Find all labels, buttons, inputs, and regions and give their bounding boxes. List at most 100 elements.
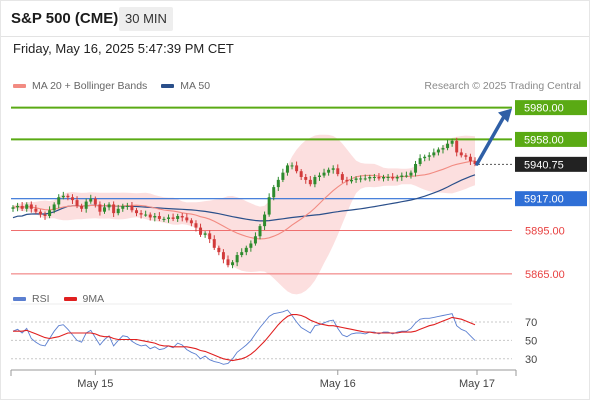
candle-up (317, 175, 321, 177)
candle-up (263, 214, 267, 227)
candle-down (139, 213, 143, 215)
x-axis: May 15 May 16 May 17 (10, 369, 517, 390)
resistance-box (515, 131, 587, 147)
ma20-legend-label: MA 20 + Bollinger Bands (32, 80, 148, 92)
candle-down (93, 198, 97, 205)
candle-up (432, 152, 436, 156)
candle-up (57, 197, 61, 205)
x-tick-label: May 17 (459, 378, 495, 390)
candle-up (418, 158, 422, 164)
candle-up (313, 176, 317, 185)
candle-down (34, 208, 38, 212)
candle-up (235, 255, 239, 263)
rsi-swatch (13, 297, 26, 301)
candle-down (20, 205, 24, 209)
candle-up (331, 168, 335, 170)
candles (11, 137, 477, 269)
candle-up (386, 176, 390, 178)
candle-down (340, 174, 344, 180)
current-price-box (515, 156, 587, 172)
candle-up (349, 179, 353, 182)
ma50-swatch (161, 84, 175, 88)
candle-down (212, 239, 216, 248)
candle-down (464, 155, 468, 157)
timeframe-badge[interactable]: 30 MIN (119, 7, 173, 31)
candle-up (48, 210, 52, 217)
candle-up (240, 252, 244, 256)
candle-down (345, 179, 349, 182)
rsi-ma9-line (13, 314, 476, 362)
candle-up (272, 187, 276, 198)
candle-down (208, 233, 212, 240)
candle-up (125, 205, 129, 207)
candle-up (203, 233, 207, 235)
candle-down (308, 179, 312, 185)
forecast-arrow (475, 108, 512, 166)
candle-down (455, 140, 459, 153)
instrument-title: S&P 500 (CME) (11, 10, 119, 27)
candle-up (276, 179, 280, 188)
candle-down (135, 210, 139, 214)
candle-up (144, 214, 148, 216)
candle-down (295, 165, 299, 172)
candle-down (217, 247, 221, 253)
support-label: 5895.00 (525, 225, 565, 237)
candle-up (253, 236, 257, 244)
candle-up (427, 155, 431, 157)
pivot-box (515, 191, 587, 207)
candle-down (336, 168, 340, 175)
resistance-label: 5980.00 (524, 103, 564, 115)
candle-up (167, 217, 171, 219)
candle-up (327, 169, 331, 173)
candle-up (450, 140, 454, 144)
forecast-arrow-head (498, 108, 512, 123)
candle-down (66, 195, 70, 198)
candle-down (180, 216, 184, 218)
candle-up (285, 165, 289, 173)
candle-up (162, 218, 166, 220)
candle-up (267, 197, 271, 215)
rsi-legend-label: RSI (32, 293, 50, 305)
rsi-tick-label: 70 (525, 317, 537, 329)
candle-up (409, 172, 413, 176)
candle-down (459, 152, 463, 156)
candle-down (194, 223, 198, 228)
candle-up (359, 178, 363, 180)
candle-up (446, 143, 450, 149)
candle-down (29, 204, 33, 209)
candle-down (391, 176, 395, 179)
ma20-swatch (13, 84, 26, 88)
candle-up (11, 207, 15, 209)
candle-up (121, 205, 125, 209)
candle-up (400, 175, 404, 177)
rsi-line (12, 309, 476, 365)
candle-down (377, 176, 381, 179)
candle-up (436, 149, 440, 153)
candle-up (244, 247, 248, 253)
candle-up (107, 204, 111, 208)
pivot-label: 5917.00 (524, 194, 564, 206)
candle-up (61, 195, 65, 198)
candle-down (112, 204, 116, 214)
rsi-legend: RSI 9MA (13, 293, 104, 305)
candle-up (249, 243, 253, 248)
ma50-legend-label: MA 50 (180, 80, 211, 92)
candle-down (226, 259, 230, 266)
candle-down (189, 220, 193, 224)
candle-up (153, 216, 157, 218)
candle-up (176, 216, 180, 219)
candle-up (372, 176, 376, 178)
rsi-panel: 70 50 30 (11, 303, 537, 366)
candle-up (281, 172, 285, 180)
copyright-text: Research © 2025 Trading Central (424, 80, 581, 92)
resistance-label: 5958.00 (524, 134, 564, 146)
candle-down (130, 205, 134, 211)
candle-down (157, 216, 161, 219)
candle-down (185, 217, 189, 221)
candle-up (368, 176, 372, 179)
candle-up (395, 176, 399, 179)
candle-down (38, 211, 42, 215)
current-price-label: 5940.75 (524, 159, 564, 171)
candle-up (116, 208, 120, 214)
